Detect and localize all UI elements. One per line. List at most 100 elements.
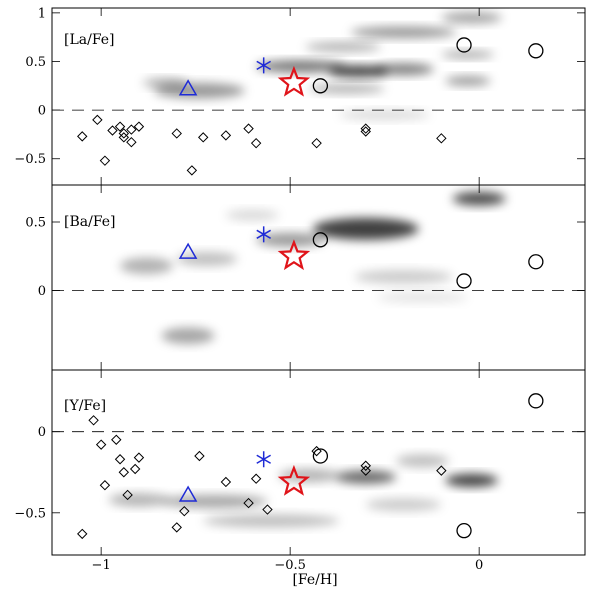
data-points-y-fe [77, 393, 544, 540]
circle-point [456, 273, 472, 289]
x-tick-label: −1 [92, 558, 111, 573]
plot-frame-y-fe [51, 369, 586, 556]
diamond-point [114, 454, 126, 465]
density-blob [225, 209, 279, 221]
x-tick-label: −0.5 [274, 558, 306, 573]
density-blob [142, 78, 189, 88]
diamond-point [118, 128, 130, 139]
diamond-point [114, 121, 126, 132]
density-blob [203, 514, 340, 528]
plot-frame-ba-fe [51, 184, 586, 371]
diamond-point [360, 123, 371, 134]
star-point-ba-fe [277, 239, 311, 271]
x-ticks-y-fe [100, 370, 480, 555]
asterisk-stroke [256, 454, 271, 464]
diamond-point [250, 137, 262, 149]
density-blob [278, 468, 340, 482]
diamond-point [77, 131, 88, 142]
asterisk-stroke [256, 60, 271, 71]
x-tick-label: 0 [475, 558, 483, 573]
diamond-point [171, 128, 182, 139]
density-map-y-fe [108, 454, 499, 528]
diamond-point [360, 126, 371, 137]
y-axis-y-fe: −0.5 0 [14, 425, 585, 521]
diamond-point [360, 465, 371, 476]
density-blob [377, 291, 468, 303]
x-ticks-la-fe [100, 8, 480, 185]
diamond-point [360, 460, 371, 471]
density-blob [373, 63, 434, 76]
y-tick-label: −0.5 [14, 506, 46, 521]
star-point-la-fe [277, 65, 311, 97]
diamond-point [250, 473, 262, 484]
triangle-point [178, 242, 198, 259]
circle-point [528, 254, 544, 270]
plot-frame-la-fe [51, 7, 586, 186]
diamond-point [77, 528, 88, 540]
x-axis-tick-labels: −1 −0.5 0 [92, 558, 484, 573]
diamond-point [107, 125, 118, 136]
circle-point [312, 78, 329, 94]
density-blob [354, 269, 453, 284]
circle-point [312, 448, 329, 464]
diamond-point [118, 132, 130, 143]
asterisk-stroke [256, 229, 271, 239]
circle-point [312, 232, 329, 248]
asterisk-point [256, 451, 271, 468]
density-blob [161, 327, 215, 344]
density-blob [256, 232, 325, 247]
density-blob [176, 252, 238, 266]
diamond-point [111, 434, 122, 445]
asterisk-point [256, 57, 271, 74]
y-tick-label: 0 [38, 425, 46, 440]
diamond-point [126, 137, 137, 148]
diamond-point [99, 155, 111, 166]
diamond-point [99, 480, 111, 491]
density-blob [452, 191, 506, 206]
diamond-point [129, 463, 141, 475]
asterisk-point [256, 226, 271, 243]
diamond-point [436, 133, 447, 144]
diamond-point [194, 450, 205, 462]
diamond-point [197, 132, 209, 143]
y-tick-label: 1 [38, 6, 46, 21]
density-map-ba-fe [120, 191, 506, 344]
diamond-point [436, 465, 447, 476]
circle-point [456, 523, 472, 539]
diamond-point [95, 439, 107, 450]
y-axis-ba-fe: 00.5 [25, 216, 585, 299]
y-tick-label: 0 [38, 104, 46, 119]
diamond-point [133, 121, 145, 132]
panel-label-y-fe: [Y/Fe] [64, 398, 106, 414]
circle-point [528, 393, 544, 409]
panel-ba-fe: 00.5 [Ba/Fe] [25, 184, 586, 371]
diamond-point [186, 165, 198, 176]
y-tick-label: 0.5 [25, 55, 46, 70]
diamond-point [171, 522, 182, 533]
panel-y-fe: −0.5 0 [Y/Fe] [14, 369, 586, 556]
data-points-la-fe [77, 37, 544, 176]
density-blob [256, 60, 347, 73]
diamond-point [88, 415, 99, 426]
diamond-point [126, 124, 137, 135]
density-blob [120, 257, 173, 275]
star-point-y-fe [277, 464, 311, 496]
diamond-point [118, 467, 130, 478]
density-blob [335, 470, 396, 484]
y-axis-la-fe: −0.5 0 0.5 1 [14, 6, 585, 167]
panel-la-fe: −0.5 0 0.5 1 [La/Fe] [14, 6, 586, 186]
diamond-point [179, 505, 190, 517]
diamond-point [243, 497, 254, 509]
density-blob [441, 50, 495, 59]
density-blob [327, 65, 389, 78]
diamond-point [220, 476, 232, 488]
diamond-point [262, 504, 273, 515]
density-map-la-fe [142, 11, 502, 120]
y-tick-label: −0.5 [14, 152, 46, 167]
y-tick-label: 0 [38, 284, 46, 299]
density-blob [445, 473, 499, 487]
diamond-point [243, 123, 254, 134]
diamond-point [220, 130, 232, 141]
diamond-point [122, 489, 133, 501]
